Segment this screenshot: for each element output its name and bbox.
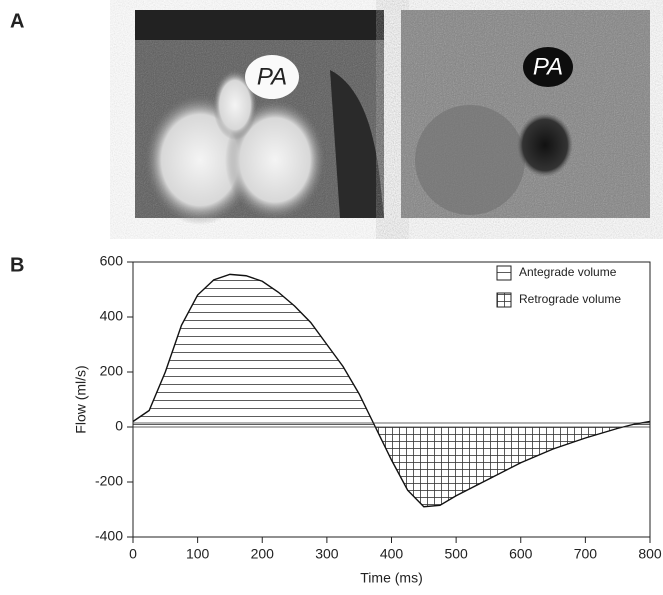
x-tick-label: 400	[380, 546, 404, 562]
x-tick-label: 300	[315, 546, 339, 562]
y-axis-label: Flow (ml/s)	[73, 365, 89, 433]
x-tick-label: 0	[129, 546, 137, 562]
figure: A B PA PA 0 100 200 300 400 500 600 700 800 -400 -…	[0, 0, 663, 590]
legend-label: Retrograde volume	[519, 292, 621, 306]
legend-swatch	[497, 293, 511, 307]
x-tick-label: 100	[186, 546, 210, 562]
x-tick-label: 800	[638, 546, 662, 562]
legend-swatch	[497, 266, 511, 280]
panel-label: A	[10, 10, 24, 32]
x-tick-label: 500	[444, 546, 468, 562]
y-tick-label: -400	[95, 528, 123, 544]
x-axis-label: Time (ms)	[360, 570, 422, 586]
legend-label: Antegrade volume	[519, 265, 617, 279]
x-tick-label: 700	[574, 546, 598, 562]
image-label: PA	[257, 63, 287, 90]
y-tick-label: -200	[95, 473, 123, 489]
area-fill	[133, 427, 650, 537]
page: {"panel_labels": ["A", "B"], "images": […	[0, 0, 663, 590]
area-fill	[133, 262, 650, 427]
y-tick-label: 200	[100, 363, 124, 379]
y-tick-label: 400	[100, 308, 124, 324]
y-tick-label: 600	[100, 253, 124, 269]
x-tick-label: 200	[251, 546, 275, 562]
panel-label: B	[10, 254, 24, 276]
y-tick-label: 0	[115, 418, 123, 434]
image-label: PA	[533, 53, 563, 80]
mri-magnitude-image: PA	[135, 10, 384, 225]
mri-phase-image: PA	[401, 10, 650, 218]
x-tick-label: 600	[509, 546, 533, 562]
